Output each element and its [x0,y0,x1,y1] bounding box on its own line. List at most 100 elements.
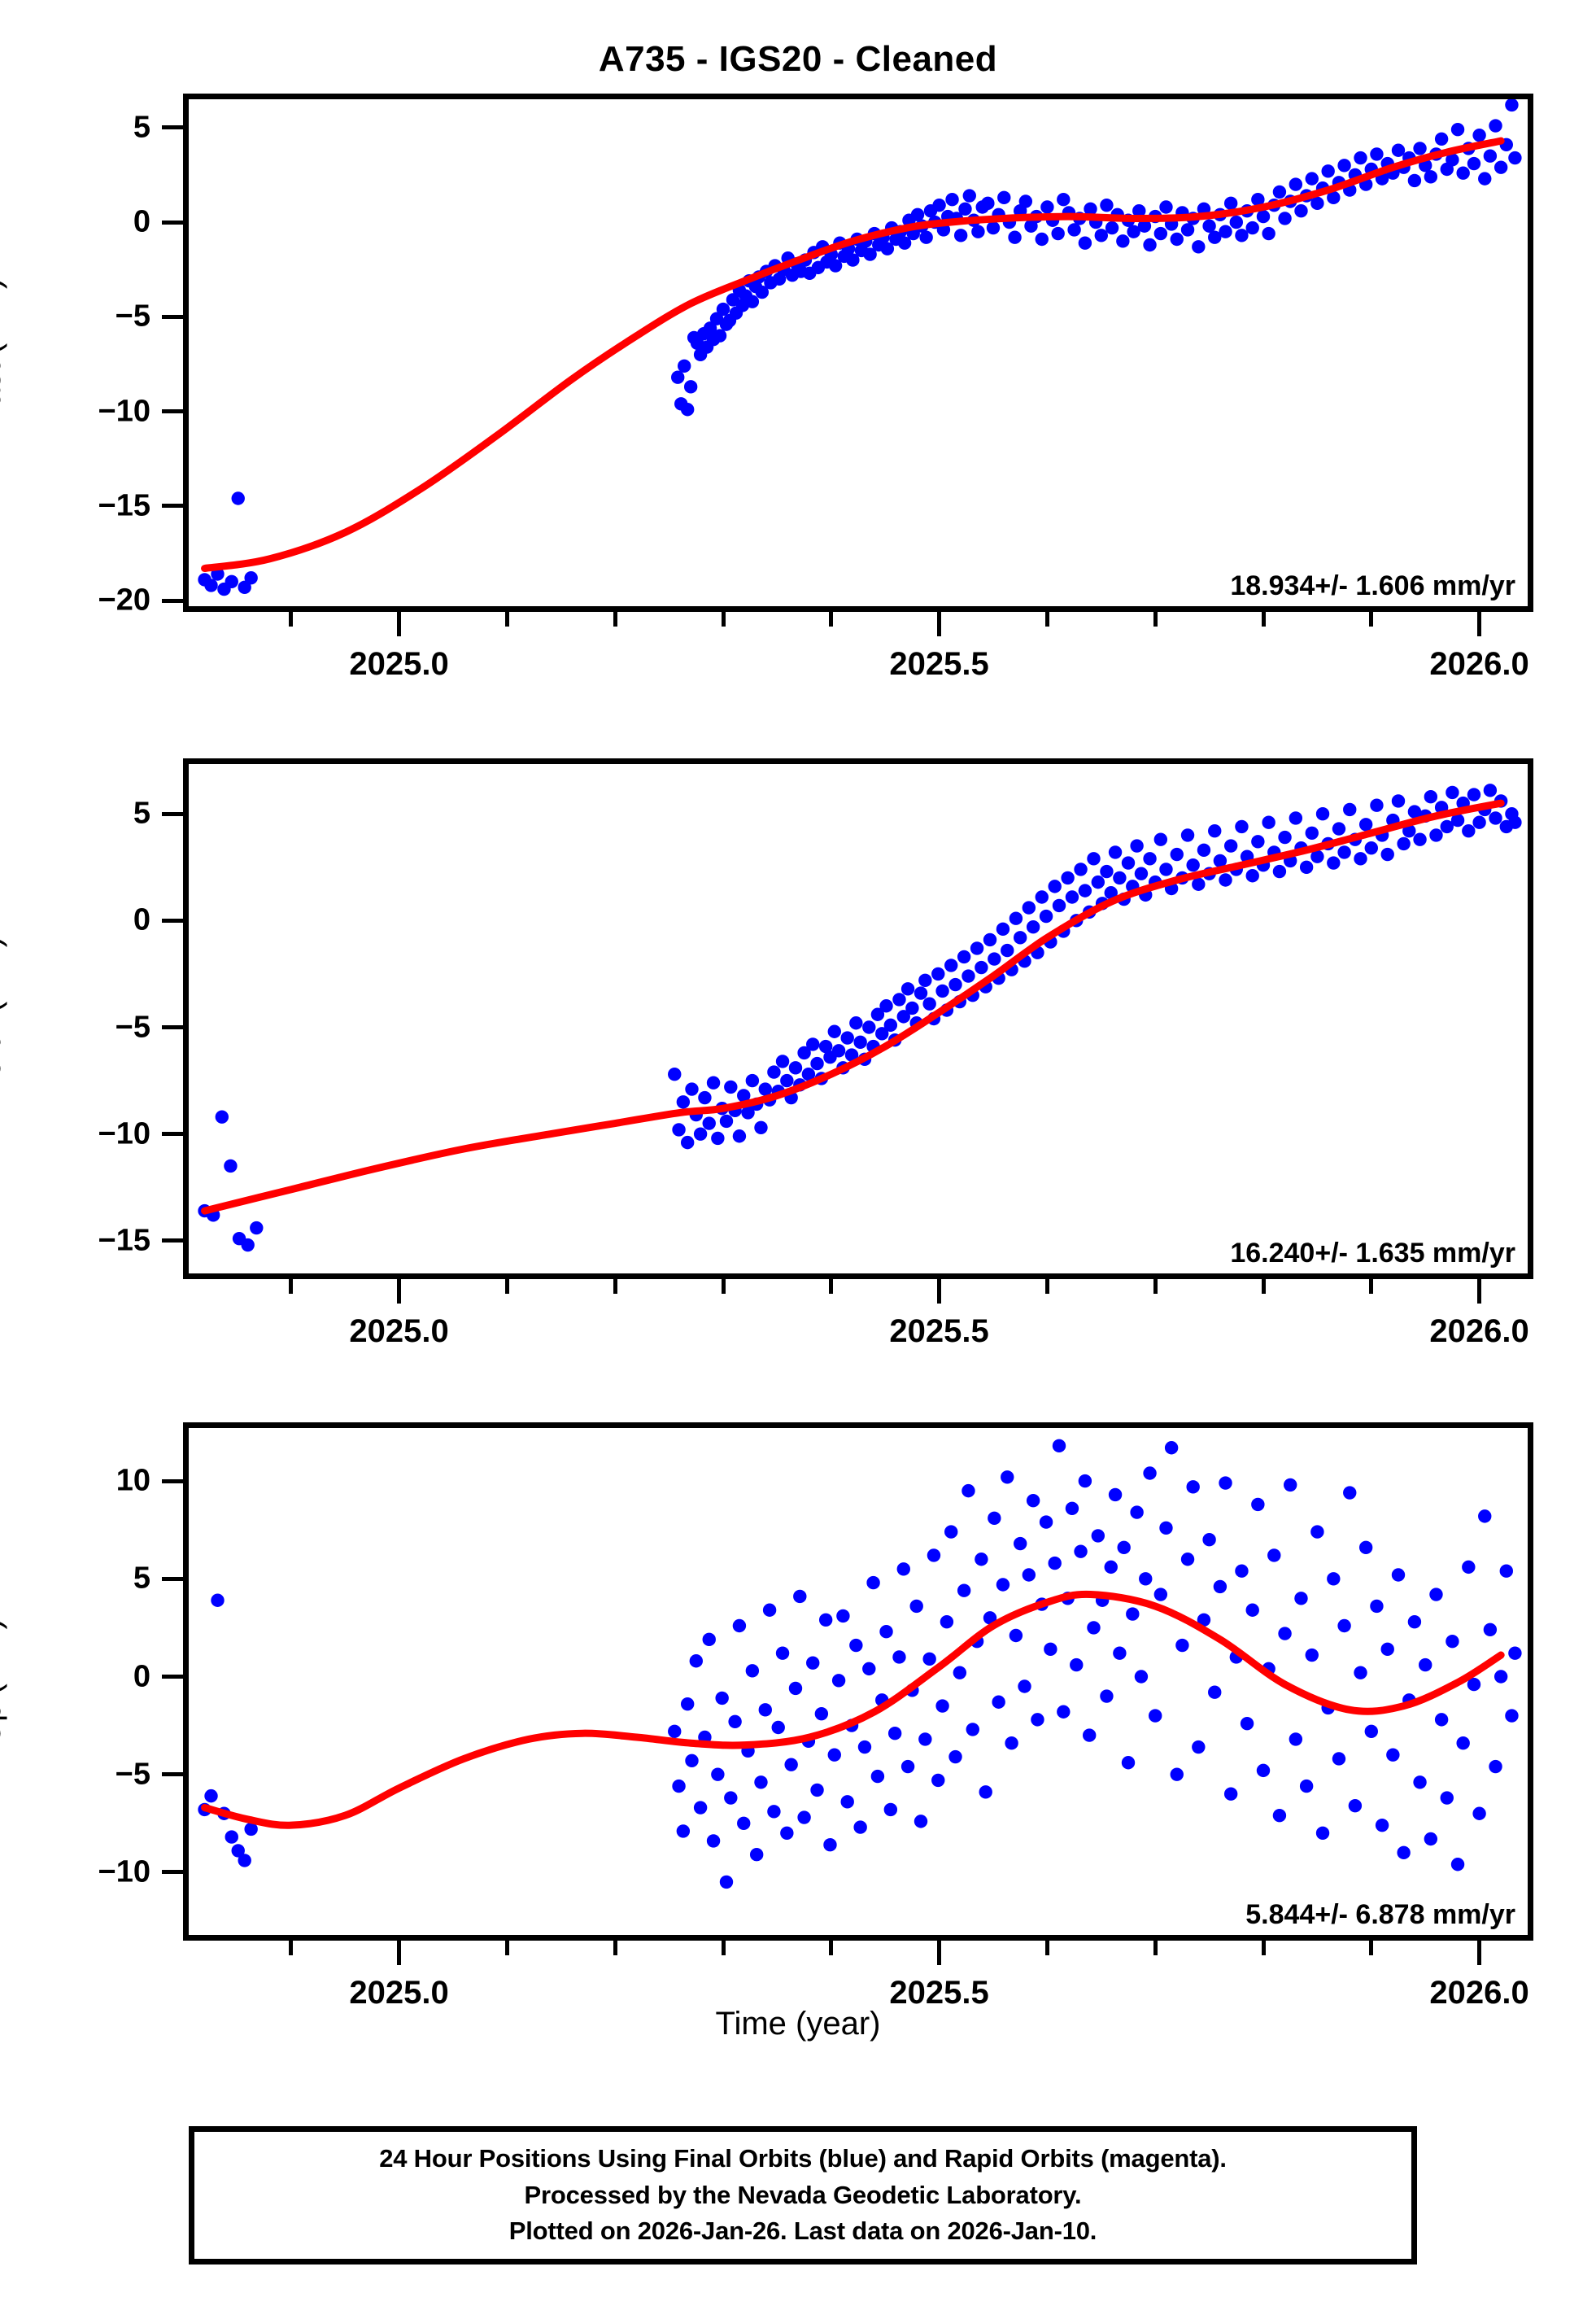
y-tick-label-north-2: −5 [115,1010,150,1044]
x-tick-up-2025.7 [1153,1941,1158,1955]
x-tick-up-2025.6 [1044,1941,1049,1955]
x-tick-north-2025.8 [1261,1279,1266,1294]
y-tick-up-2 [162,1675,183,1679]
x-tick-up-2025.2 [613,1941,617,1955]
x-tick-east-2025.2 [613,612,617,627]
x-tick-up-2026.0 [1477,1941,1482,1965]
page-title: A735 - IGS20 - Cleaned [598,39,998,79]
y-tick-label-up-0: 10 [116,1463,150,1498]
x-tick-north-2025.6 [1044,1279,1049,1294]
y-tick-north-1 [162,918,183,923]
y-tick-label-north-4: −15 [98,1223,150,1258]
rate-annotation-east: 18.934+/- 1.606 mm/yr [1230,570,1515,601]
plot-frame-north [183,758,1533,1279]
footer-line-3: Plotted on 2026-Jan-26. Last data on 202… [508,2216,1097,2246]
x-tick-label-east-0: 2025.0 [349,646,449,682]
x-tick-east-2025.8 [1261,612,1266,627]
rate-annotation-up: 5.844+/- 6.878 mm/yr [1245,1899,1515,1930]
y-axis-title-north: North (mm) [0,936,7,1102]
y-tick-east-3 [162,409,183,414]
y-tick-up-4 [162,1870,183,1875]
x-tick-north-2024.9 [289,1279,294,1294]
x-tick-label-up-0: 2025.0 [349,1975,449,2011]
y-tick-label-up-3: −5 [115,1757,150,1792]
y-tick-east-4 [162,504,183,509]
x-tick-north-2025.4 [829,1279,834,1294]
trend-line-north [201,799,1505,1215]
y-tick-label-north-0: 5 [133,796,150,831]
x-tick-north-2025.5 [937,1279,942,1304]
x-tick-north-2026.0 [1477,1279,1482,1304]
trend-line-east [201,137,1505,573]
x-tick-up-2024.9 [289,1941,294,1955]
x-tick-east-2026.0 [1477,612,1482,636]
y-tick-north-2 [162,1025,183,1029]
x-tick-up-2025.4 [829,1941,834,1955]
x-tick-east-2025.4 [829,612,834,627]
plot-area-north [198,784,1522,1252]
x-tick-east-2025.0 [397,612,402,636]
x-tick-north-2025.1 [504,1279,509,1294]
x-tick-label-north-2: 2026.0 [1429,1313,1529,1349]
trend-line-up [201,1590,1505,1829]
y-tick-east-2 [162,314,183,319]
x-tick-label-east-1: 2025.5 [889,646,989,682]
y-axis-title-east: East (mm) [0,277,7,428]
panel-north: 5 0 −5 −10 −15 2025.0 2025.5 2026.0 North (mm) 16… [0,758,1533,1349]
plot-area-east [198,98,1522,596]
x-tick-up-2025.8 [1261,1941,1266,1955]
x-tick-label-east-2: 2026.0 [1429,646,1529,682]
x-tick-up-2025.3 [721,1941,726,1955]
footer-note-box: 24 Hour Positions Using Final Orbits (bl… [189,2126,1417,2265]
x-tick-north-2025.9 [1369,1279,1374,1294]
x-tick-east-2025.7 [1153,612,1158,627]
x-tick-label-north-0: 2025.0 [349,1313,449,1349]
x-tick-east-2025.6 [1044,612,1049,627]
x-tick-up-2025.1 [504,1941,509,1955]
x-tick-label-north-1: 2025.5 [889,1313,989,1349]
plot-frame-east [183,94,1533,612]
y-tick-label-east-2: −5 [115,299,150,334]
y-tick-up-0 [162,1478,183,1483]
y-tick-east-0 [162,125,183,130]
footer-line-1: 24 Hour Positions Using Final Orbits (bl… [379,2143,1227,2173]
y-tick-label-up-4: −10 [98,1854,150,1889]
x-axis-title: Time (year) [715,2006,881,2042]
y-tick-north-4 [162,1238,183,1243]
y-tick-label-east-4: −15 [98,488,150,523]
x-tick-east-2024.9 [289,612,294,627]
y-tick-north-0 [162,811,183,816]
y-tick-label-east-5: −20 [98,583,150,618]
x-tick-east-2025.5 [937,612,942,636]
y-tick-label-up-2: 0 [133,1659,150,1693]
x-tick-label-up-2: 2026.0 [1429,1975,1529,2011]
x-tick-east-2025.1 [504,612,509,627]
y-tick-north-3 [162,1132,183,1137]
x-tick-north-2025.0 [397,1279,402,1304]
rate-annotation-north: 16.240+/- 1.635 mm/yr [1230,1238,1515,1269]
x-tick-north-2025.7 [1153,1279,1158,1294]
data-points-north [198,784,1522,1252]
panel-up: 10 5 0 −5 −10 2025.0 2025.5 2026.0 Up (mm) 5.844+… [0,1422,1533,2011]
x-tick-label-up-1: 2025.5 [889,1975,989,2011]
x-tick-up-2025.0 [397,1941,402,1965]
y-tick-label-east-0: 5 [133,110,150,145]
x-tick-east-2025.9 [1369,612,1374,627]
plot-area-up [198,1439,1522,1889]
y-tick-east-5 [162,598,183,603]
x-tick-up-2025.5 [937,1941,942,1965]
y-tick-up-3 [162,1772,183,1777]
footer-line-2: Processed by the Nevada Geodetic Laborat… [524,2180,1082,2209]
x-tick-up-2025.9 [1369,1941,1374,1955]
y-axis-title-up: Up (mm) [0,1618,7,1745]
x-tick-north-2025.2 [613,1279,617,1294]
panel-east: 5 0 −5 −10 −15 −20 2025.0 2025.5 2026.0 East (mm)… [0,94,1533,682]
y-tick-east-1 [162,220,183,225]
y-tick-label-east-1: 0 [133,204,150,239]
y-tick-label-north-1: 0 [133,902,150,937]
y-tick-label-east-3: −10 [98,394,150,429]
y-tick-up-1 [162,1576,183,1581]
x-tick-north-2025.3 [721,1279,726,1294]
y-tick-label-up-1: 5 [133,1561,150,1596]
